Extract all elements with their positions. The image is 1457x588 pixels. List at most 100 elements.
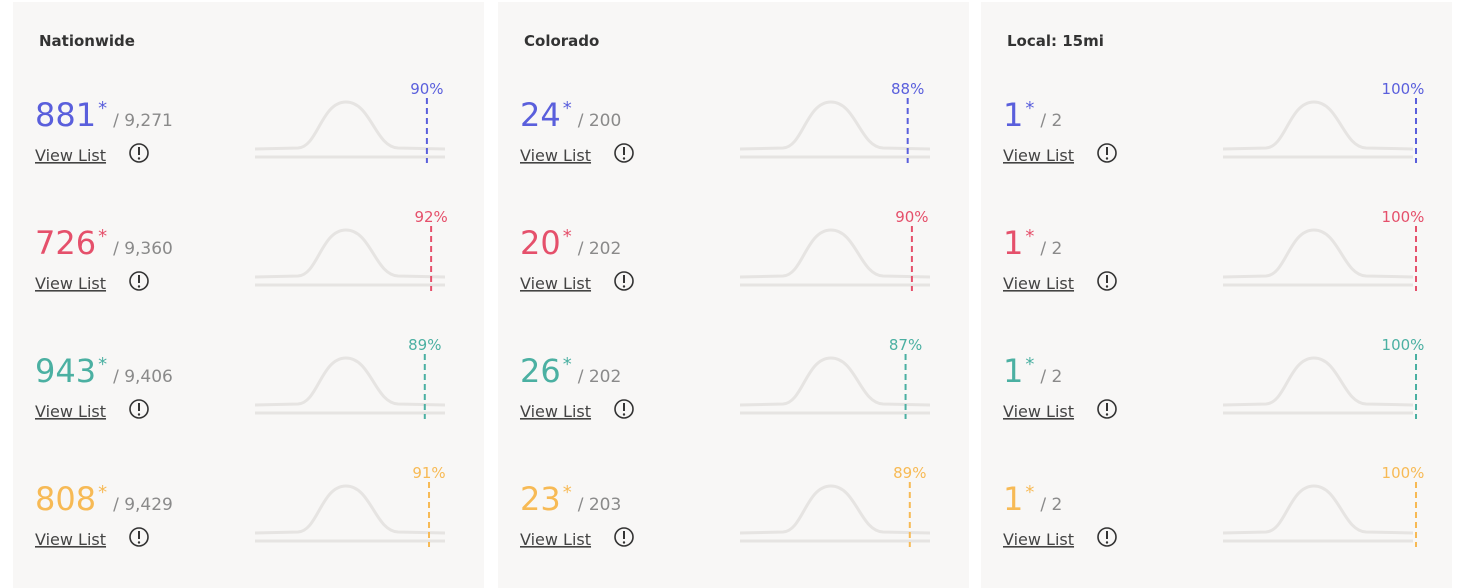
rank: 26 [520, 352, 561, 390]
info-icon[interactable] [1097, 143, 1117, 163]
rank: 1 [1003, 480, 1023, 518]
view-list-link[interactable]: View List [1003, 530, 1074, 549]
info-circle [129, 143, 149, 163]
total: / 9,360 [113, 239, 173, 259]
view-list-link[interactable]: View List [1003, 146, 1074, 165]
total: / 2 [1040, 239, 1062, 259]
total: / 2 [1040, 367, 1062, 387]
percentile-label: 100% [1382, 80, 1425, 98]
info-icon[interactable] [129, 399, 149, 419]
rank-line: 726 * / 9,360 [35, 224, 173, 262]
info-icon[interactable] [1097, 399, 1117, 419]
percentile-label: 100% [1382, 464, 1425, 482]
distribution-curve [739, 228, 931, 279]
rank-row: 1 * / 2 View List 100% [1003, 336, 1424, 421]
view-list-link[interactable]: View List [520, 402, 591, 421]
rank-mark: * [1025, 98, 1034, 119]
view-list-link[interactable]: View List [35, 402, 106, 421]
view-list-link[interactable]: View List [1003, 402, 1074, 421]
info-icon[interactable] [614, 271, 634, 291]
rank-row: 943 * / 9,406 View List 89% [35, 336, 446, 421]
rank-mark: * [98, 226, 107, 247]
view-list-link[interactable]: View List [1003, 274, 1074, 293]
info-icon[interactable] [129, 143, 149, 163]
rank-row: 808 * / 9,429 View List 91% [35, 464, 446, 549]
rank-line: 943 * / 9,406 [35, 352, 173, 390]
rank: 808 [35, 480, 96, 518]
distribution-curve [254, 356, 446, 407]
info-dot [137, 413, 141, 416]
percentile-label: 90% [410, 80, 443, 98]
distribution-curve [254, 228, 446, 279]
rank-row: 23 * / 203 View List 89% [520, 464, 931, 549]
rank-mark: * [98, 482, 107, 503]
panel-bg [981, 2, 1452, 588]
panel-title: Local: 15mi [1007, 32, 1104, 50]
rank-row: 24 * / 200 View List 88% [520, 80, 931, 165]
info-dot [137, 541, 141, 544]
rank-line: 1 * / 2 [1003, 224, 1062, 262]
rank-line: 1 * / 2 [1003, 480, 1062, 518]
total: / 2 [1040, 111, 1062, 131]
rank-row: 26 * / 202 View List 87% [520, 336, 931, 421]
view-list-link[interactable]: View List [35, 146, 106, 165]
info-icon[interactable] [1097, 527, 1117, 547]
info-icon[interactable] [614, 399, 634, 419]
info-icon[interactable] [614, 527, 634, 547]
panel-bg [498, 2, 969, 588]
rank-mark: * [1025, 354, 1034, 375]
rank-mark: * [563, 226, 572, 247]
info-dot [137, 285, 141, 288]
percentile-label: 92% [414, 208, 447, 226]
rank: 1 [1003, 352, 1023, 390]
info-circle [1097, 271, 1117, 291]
total: / 9,429 [113, 495, 173, 515]
percentile-label: 90% [895, 208, 928, 226]
distribution-curve [1222, 228, 1414, 279]
info-circle [1097, 399, 1117, 419]
distribution-curve [739, 356, 931, 407]
info-icon[interactable] [1097, 271, 1117, 291]
info-icon[interactable] [129, 527, 149, 547]
rank: 1 [1003, 224, 1023, 262]
info-circle [614, 143, 634, 163]
info-dot [1105, 413, 1109, 416]
rank: 23 [520, 480, 561, 518]
rank-row: 1 * / 2 View List 100% [1003, 208, 1424, 293]
info-icon[interactable] [614, 143, 634, 163]
rank-mark: * [1025, 482, 1034, 503]
percentile-label: 100% [1382, 336, 1425, 354]
total: / 9,271 [113, 111, 173, 131]
info-dot [1105, 285, 1109, 288]
info-icon[interactable] [129, 271, 149, 291]
rank-mark: * [98, 354, 107, 375]
total: / 202 [578, 239, 622, 259]
view-list-link[interactable]: View List [520, 274, 591, 293]
rank-line: 1 * / 2 [1003, 96, 1062, 134]
info-circle [614, 271, 634, 291]
view-list-link[interactable]: View List [520, 146, 591, 165]
info-dot [1105, 157, 1109, 160]
percentile-label: 89% [893, 464, 926, 482]
percentile-label: 89% [408, 336, 441, 354]
distribution-curve [739, 484, 931, 535]
info-dot [622, 157, 626, 160]
percentile-label: 91% [412, 464, 445, 482]
percentile-label: 87% [889, 336, 922, 354]
rank: 726 [35, 224, 96, 262]
distribution-curve [1222, 100, 1414, 151]
view-list-link[interactable]: View List [35, 274, 106, 293]
total: / 2 [1040, 495, 1062, 515]
info-circle [129, 527, 149, 547]
info-dot [622, 285, 626, 288]
view-list-link[interactable]: View List [520, 530, 591, 549]
view-list-link[interactable]: View List [35, 530, 106, 549]
total: / 200 [578, 111, 622, 131]
distribution-curve [1222, 356, 1414, 407]
rank-row: 881 * / 9,271 View List 90% [35, 80, 446, 165]
rank-row: 1 * / 2 View List 100% [1003, 464, 1424, 549]
rank-line: 26 * / 202 [520, 352, 621, 390]
